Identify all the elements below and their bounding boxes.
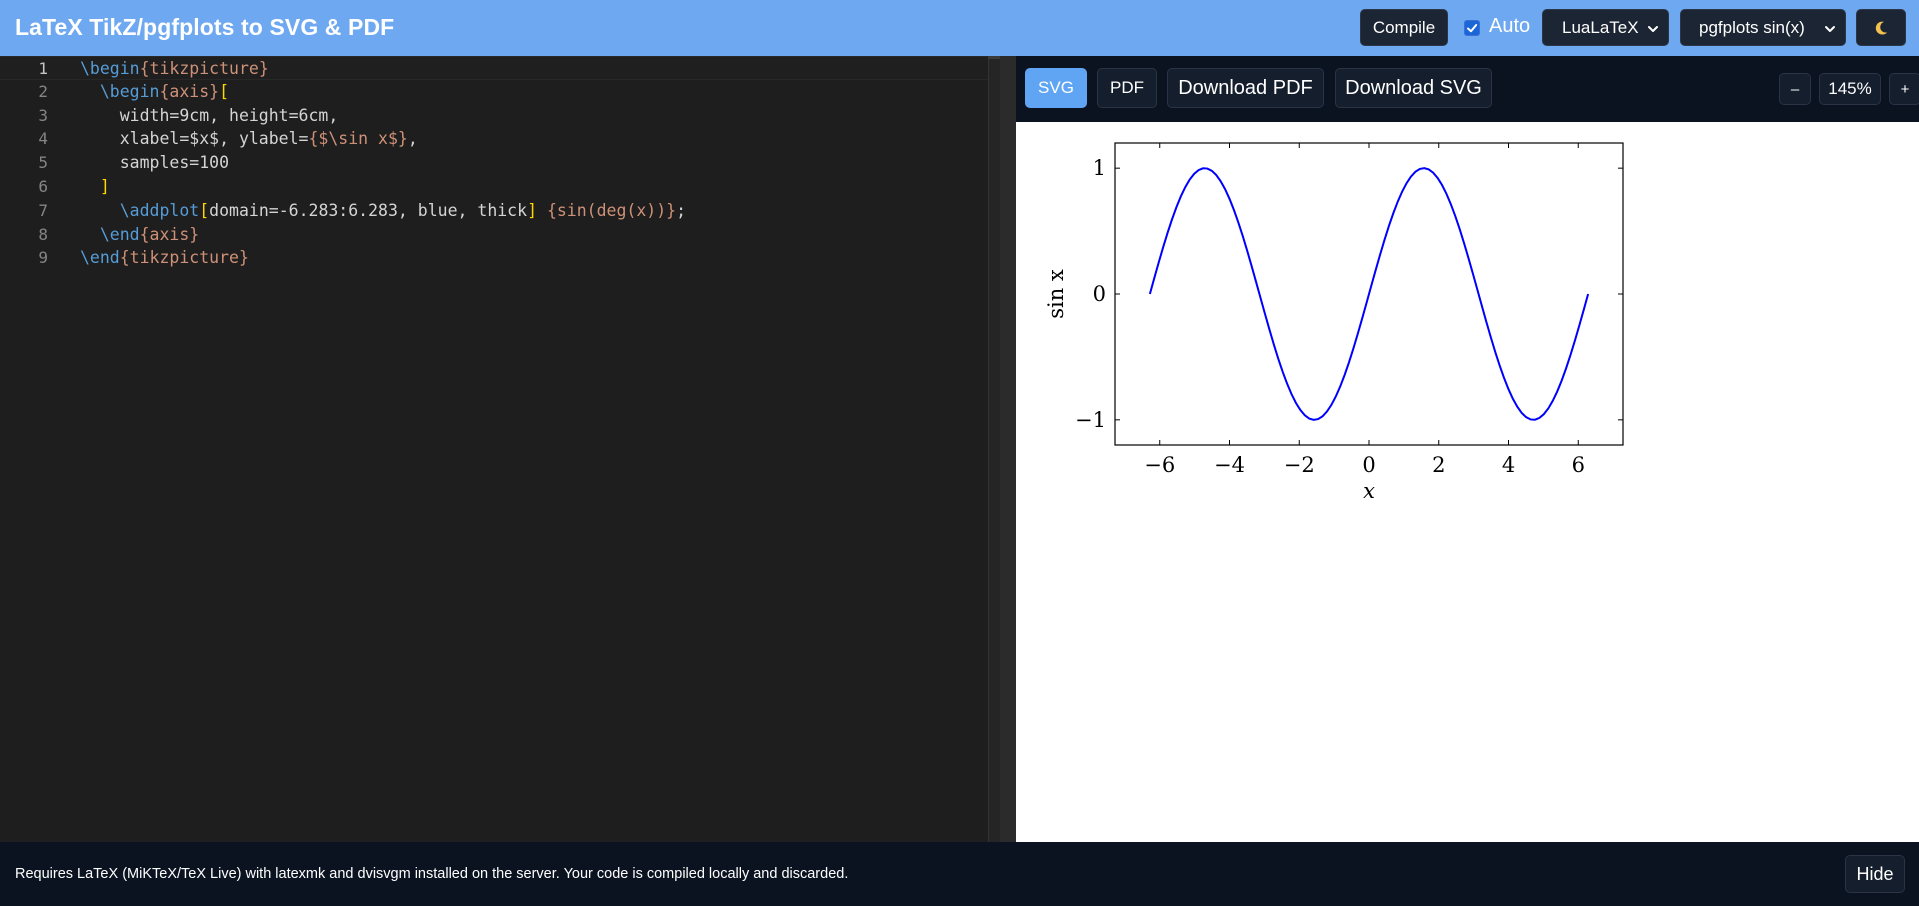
auto-label: Auto xyxy=(1489,15,1531,37)
code-token: \begin xyxy=(80,59,140,78)
code-token: {axis} xyxy=(159,81,220,101)
code-token: xlabel=$x$, ylabel= xyxy=(80,129,309,149)
code-line[interactable]: 9 \end{tikzpicture} xyxy=(0,246,988,270)
code-text[interactable]: samples=100 xyxy=(80,151,229,175)
code-line[interactable]: 3 width=9cm, height=6cm, xyxy=(0,104,988,128)
x-tick-label: −6 xyxy=(1144,453,1175,477)
chevron-down-icon xyxy=(1825,26,1835,32)
engine-select[interactable]: LuaLaTeX xyxy=(1542,9,1669,46)
example-select-value: pgfplots sin(x) xyxy=(1699,17,1805,37)
code-token: \end xyxy=(99,224,140,244)
code-token xyxy=(80,82,100,101)
code-text[interactable]: \end{axis} xyxy=(80,223,199,247)
example-select[interactable]: pgfplots sin(x) xyxy=(1680,9,1846,46)
auto-compile-toggle[interactable]: Auto xyxy=(1464,15,1530,38)
download-pdf-button[interactable]: Download PDF xyxy=(1167,68,1324,108)
code-token xyxy=(80,225,100,244)
code-line[interactable]: 4 xlabel=$x$, ylabel={$\sin x$}, xyxy=(0,127,988,151)
auto-checkbox[interactable] xyxy=(1464,19,1480,36)
code-token: {sin(deg(x))} xyxy=(546,200,677,220)
line-number: 3 xyxy=(38,105,48,125)
pane-splitter[interactable] xyxy=(1000,56,1016,842)
code-line[interactable]: 7 \addplot[domain=-6.283:6.283, blue, th… xyxy=(0,199,988,223)
footer-note: Requires LaTeX (MiKTeX/TeX Live) with la… xyxy=(15,866,849,882)
code-text[interactable]: \begin{tikzpicture} xyxy=(80,57,269,81)
x-tick-label: −4 xyxy=(1214,453,1245,477)
code-token: ; xyxy=(676,200,687,220)
line-number: 6 xyxy=(38,177,48,196)
line-number: 7 xyxy=(38,200,48,220)
y-tick-label: 0 xyxy=(1093,282,1106,306)
line-number: 8 xyxy=(38,224,48,244)
app-title: LaTeX TikZ/pgfplots to SVG & PDF xyxy=(15,14,395,40)
footer: Requires LaTeX (MiKTeX/TeX Live) with la… xyxy=(0,842,1919,906)
line-number: 4 xyxy=(38,129,48,149)
code-token xyxy=(537,201,547,220)
code-line[interactable]: 5 samples=100 xyxy=(0,151,988,175)
code-token: [ xyxy=(219,81,230,101)
compile-button[interactable]: Compile xyxy=(1360,9,1448,46)
zoom-in-button[interactable]: + xyxy=(1889,73,1919,105)
code-token xyxy=(80,201,120,220)
code-text[interactable]: width=9cm, height=6cm, xyxy=(80,104,339,128)
x-tick-label: 2 xyxy=(1432,453,1445,477)
y-axis-label: sin x xyxy=(1044,269,1068,319)
code-token: ] xyxy=(99,177,110,196)
download-svg-button[interactable]: Download SVG xyxy=(1335,68,1492,108)
hide-footer-button[interactable]: Hide xyxy=(1845,855,1905,893)
check-icon xyxy=(1467,23,1478,32)
x-tick-label: −2 xyxy=(1284,453,1315,477)
theme-toggle-button[interactable] xyxy=(1856,9,1906,46)
code-text[interactable]: ] xyxy=(80,175,110,199)
code-token: [ xyxy=(199,200,210,220)
zoom-level: 145% xyxy=(1819,73,1881,105)
editor-scrollbar[interactable] xyxy=(988,56,1000,842)
code-line[interactable]: 1 \begin{tikzpicture} xyxy=(0,56,988,80)
preview-toolbar: SVG PDF Download PDF Download SVG – 145%… xyxy=(1016,56,1919,122)
x-axis-label: x xyxy=(1363,479,1375,503)
x-tick-label: 6 xyxy=(1572,453,1585,477)
tab-pdf[interactable]: PDF xyxy=(1097,68,1157,108)
zoom-out-button[interactable]: – xyxy=(1779,73,1811,105)
y-tick-label: 1 xyxy=(1093,156,1106,180)
app-header: LaTeX TikZ/pgfplots to SVG & PDF Compile… xyxy=(0,0,1919,56)
code-text[interactable]: \end{tikzpicture} xyxy=(80,246,249,270)
code-text[interactable]: \begin{axis}[ xyxy=(80,80,229,104)
engine-select-value: LuaLaTeX xyxy=(1562,17,1639,37)
code-token: {tikzpicture} xyxy=(139,59,269,78)
code-token xyxy=(80,177,100,196)
rendered-plot: −6 −4 −2 0 2 4 6 −1 0 1 x sin x xyxy=(1044,142,1624,503)
code-token: {axis} xyxy=(139,224,200,244)
chevron-down-icon xyxy=(1648,26,1658,32)
sin-curve xyxy=(1148,167,1590,421)
x-tick-label: 0 xyxy=(1362,453,1375,477)
code-text[interactable]: \addplot[domain=-6.283:6.283, blue, thic… xyxy=(80,199,686,223)
code-token: domain=-6.283:6.283, blue, thick xyxy=(209,200,528,220)
line-number: 5 xyxy=(38,153,48,173)
code-line[interactable]: 6 ] xyxy=(0,175,988,199)
preview-canvas: −6 −4 −2 0 2 4 6 −1 0 1 x sin x xyxy=(1016,122,1919,842)
code-token: \end xyxy=(80,248,120,268)
line-number: 1 xyxy=(38,59,48,78)
editor-scrollbar-thumb[interactable] xyxy=(988,56,1000,59)
line-number: 9 xyxy=(38,248,48,268)
code-token: \begin xyxy=(99,81,160,101)
code-editor[interactable]: 1 \begin{tikzpicture} 2 \begin{axis}[3 wid… xyxy=(0,56,1000,842)
code-line[interactable]: 2 \begin{axis}[ xyxy=(0,80,988,104)
code-token: ] xyxy=(527,200,537,220)
tab-svg[interactable]: SVG xyxy=(1025,68,1087,108)
code-token: samples=100 xyxy=(80,153,230,173)
code-token: \addplot xyxy=(119,200,200,220)
code-token: , xyxy=(407,129,418,149)
code-text[interactable]: xlabel=$x$, ylabel={$\sin x$}, xyxy=(80,127,418,151)
moon-icon xyxy=(1875,21,1888,35)
x-tick-label: 4 xyxy=(1502,453,1515,477)
line-number: 2 xyxy=(38,81,48,101)
code-token: width=9cm, height=6cm, xyxy=(80,105,339,125)
code-token: {$\sin x$} xyxy=(308,129,408,149)
y-tick-label: −1 xyxy=(1075,408,1106,432)
code-token: {tikzpicture} xyxy=(119,248,249,268)
code-line[interactable]: 8 \end{axis} xyxy=(0,223,988,247)
